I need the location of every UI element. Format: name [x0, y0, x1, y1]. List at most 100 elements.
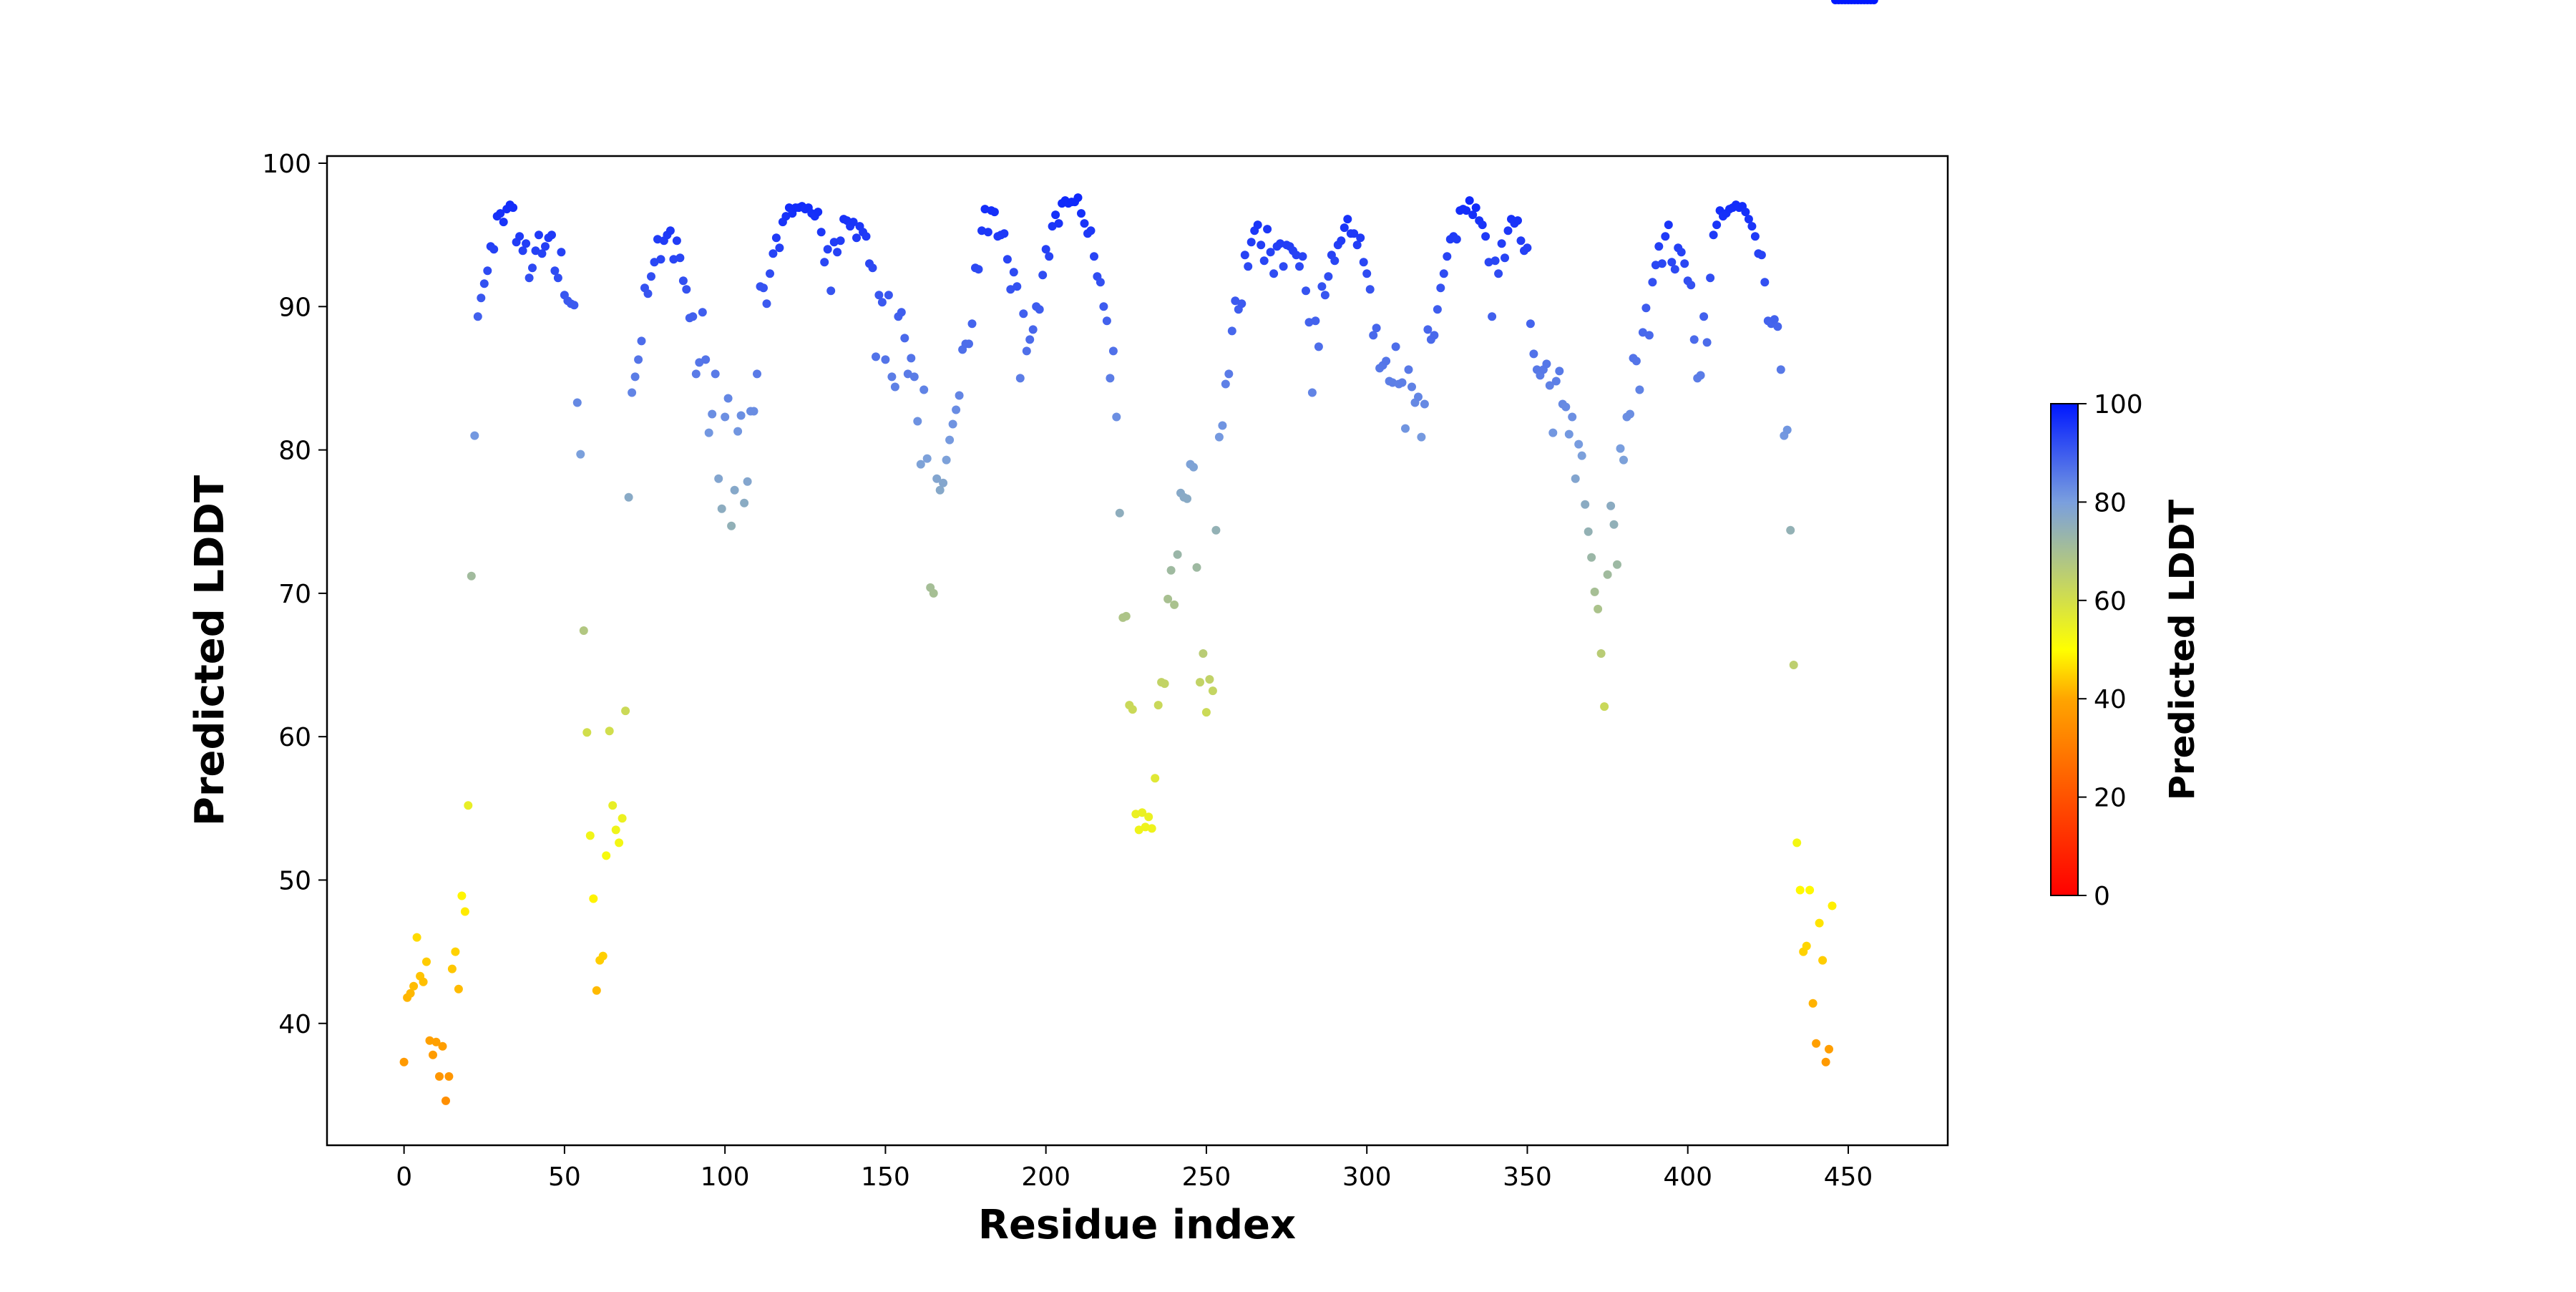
- data-point: [528, 263, 537, 273]
- data-point: [708, 409, 717, 419]
- data-point: [1680, 259, 1689, 268]
- data-point: [1577, 451, 1586, 460]
- y-axis-label: Predicted LDDT: [187, 475, 233, 826]
- data-point: [749, 407, 758, 416]
- data-point: [464, 801, 473, 810]
- data-point: [1478, 220, 1487, 230]
- data-point: [1635, 385, 1644, 394]
- data-point: [1189, 462, 1198, 472]
- data-point: [698, 308, 707, 317]
- data-point: [852, 233, 861, 243]
- data-point: [1115, 508, 1124, 518]
- data-point: [759, 283, 768, 293]
- x-axis-label: Residue index: [978, 1202, 1296, 1248]
- data-point: [1545, 381, 1554, 390]
- data-point: [1616, 444, 1625, 453]
- data-point: [409, 981, 419, 991]
- data-point: [1782, 425, 1792, 434]
- data-point: [1183, 494, 1191, 503]
- data-point: [665, 226, 675, 235]
- data-point: [585, 831, 595, 840]
- data-point: [948, 419, 957, 429]
- data-point: [1292, 251, 1301, 260]
- data-point: [1574, 439, 1584, 449]
- data-point: [1613, 560, 1621, 569]
- data-point: [922, 454, 932, 463]
- data-point: [1471, 203, 1480, 213]
- data-point: [1244, 262, 1253, 271]
- data-point: [1359, 258, 1368, 267]
- data-point: [1815, 918, 1824, 928]
- data-point: [1805, 885, 1815, 895]
- data-point: [1324, 272, 1333, 281]
- data-point: [460, 907, 469, 916]
- data-point: [775, 243, 784, 253]
- data-point: [740, 498, 749, 507]
- data-point: [1744, 215, 1753, 224]
- data-point: [531, 246, 540, 256]
- data-point: [1600, 702, 1609, 711]
- data-point: [1231, 296, 1240, 306]
- data-point: [457, 891, 467, 900]
- x-tick-label: 200: [1021, 1162, 1070, 1192]
- data-point: [881, 355, 890, 364]
- data-point: [1054, 219, 1063, 228]
- data-point: [605, 727, 614, 736]
- data-point: [1564, 429, 1574, 439]
- data-point: [1038, 271, 1048, 280]
- data-point: [769, 249, 778, 258]
- data-point: [1828, 901, 1837, 910]
- colorbar: [2050, 403, 2079, 896]
- data-point: [579, 626, 588, 635]
- data-point: [887, 372, 897, 382]
- data-point: [1433, 305, 1442, 314]
- data-point: [1712, 220, 1722, 230]
- x-axis-ticks: 0 50 100 150 200 250 300 350 400 450: [396, 1145, 1873, 1192]
- data-point: [1568, 412, 1577, 422]
- data-point: [1022, 346, 1031, 356]
- data-point: [1776, 365, 1785, 374]
- data-point: [1317, 282, 1327, 291]
- data-point: [522, 239, 531, 248]
- data-point: [1488, 312, 1497, 321]
- data-point: [1269, 269, 1279, 278]
- data-point: [967, 319, 977, 329]
- data-point: [935, 485, 945, 495]
- data-point: [656, 255, 665, 264]
- data-point: [1401, 424, 1410, 433]
- data-point: [1501, 253, 1509, 263]
- data-point: [1594, 604, 1603, 613]
- data-point: [1196, 678, 1204, 687]
- data-point: [1551, 377, 1561, 386]
- data-point: [425, 1036, 434, 1045]
- data-point: [1436, 283, 1445, 293]
- data-point: [1603, 570, 1612, 579]
- data-point: [608, 801, 618, 810]
- data-point: [872, 352, 880, 361]
- data-point: [942, 455, 951, 465]
- data-point: [1211, 525, 1221, 535]
- data-point: [650, 258, 659, 267]
- data-point: [1266, 248, 1275, 257]
- y-tick-label: 40: [278, 1010, 311, 1039]
- colorbar-tick-label: 80: [2094, 488, 2127, 518]
- data-point: [447, 964, 457, 973]
- data-point: [1340, 223, 1349, 233]
- data-point: [451, 947, 460, 956]
- data-point: [932, 474, 942, 483]
- data-point: [477, 293, 486, 303]
- data-point: [1009, 268, 1018, 277]
- data-point: [406, 989, 415, 998]
- data-point: [1173, 550, 1182, 559]
- data-point: [1077, 209, 1085, 218]
- data-point: [1356, 233, 1365, 243]
- colorbar-tick-label: 100: [2094, 390, 2143, 419]
- data-point: [669, 255, 678, 264]
- data-point: [1404, 365, 1413, 374]
- data-point: [1465, 196, 1474, 205]
- data-point: [916, 460, 925, 469]
- data-point: [1015, 374, 1025, 383]
- data-point: [1516, 236, 1526, 246]
